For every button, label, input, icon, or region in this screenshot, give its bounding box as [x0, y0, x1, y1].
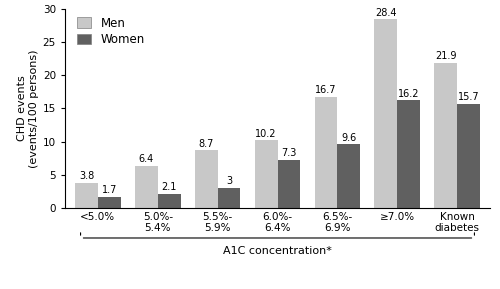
Bar [75, 183, 98, 208]
Bar [338, 144, 360, 208]
Text: 15.7: 15.7 [458, 92, 479, 102]
Bar [314, 97, 338, 208]
Text: 7.3: 7.3 [281, 148, 296, 158]
Text: 28.4: 28.4 [375, 8, 396, 18]
Text: 10.2: 10.2 [256, 129, 277, 139]
Text: A1C concentration*: A1C concentration* [223, 246, 332, 256]
Text: 8.7: 8.7 [198, 139, 214, 149]
Text: 6.4: 6.4 [139, 154, 154, 164]
Text: 2.1: 2.1 [162, 182, 177, 192]
Text: 16.7: 16.7 [315, 86, 336, 95]
Y-axis label: CHD events
(events/100 persons): CHD events (events/100 persons) [17, 49, 38, 168]
Legend: Men, Women: Men, Women [78, 16, 145, 46]
Bar [374, 19, 397, 208]
Text: 9.6: 9.6 [341, 133, 356, 142]
Text: 3: 3 [226, 177, 232, 186]
Bar [255, 140, 278, 208]
Bar [195, 150, 218, 208]
Bar [434, 62, 457, 208]
Bar [397, 100, 420, 208]
Text: 3.8: 3.8 [79, 171, 94, 181]
Bar [135, 166, 158, 208]
Bar [158, 194, 180, 208]
Bar [278, 160, 300, 208]
Bar [218, 188, 240, 208]
Bar [98, 197, 120, 208]
Bar [457, 104, 480, 208]
Text: 16.2: 16.2 [398, 89, 419, 99]
Text: 1.7: 1.7 [102, 185, 117, 195]
Text: 21.9: 21.9 [435, 51, 456, 61]
